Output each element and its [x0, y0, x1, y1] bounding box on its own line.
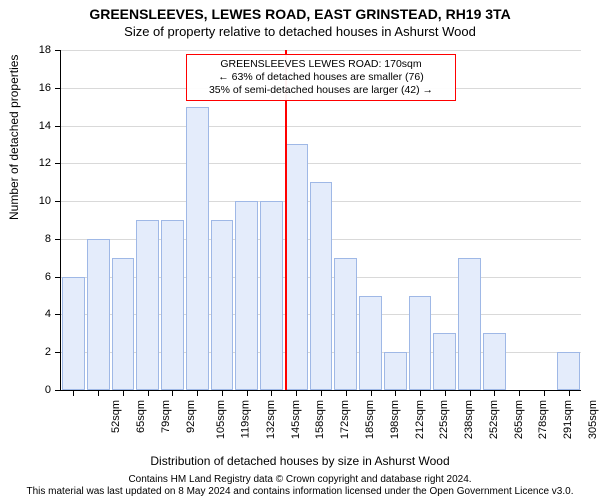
y-tick-label: 2 — [45, 346, 51, 358]
x-tick — [296, 390, 297, 396]
y-axis-title: Number of detached properties — [7, 55, 21, 220]
histogram-bar — [62, 277, 85, 390]
x-tick — [271, 390, 272, 396]
chart-footer: Contains HM Land Registry data © Crown c… — [0, 474, 600, 498]
histogram-bar — [384, 352, 407, 390]
histogram-bar — [458, 258, 481, 390]
footer-line-1: Contains HM Land Registry data © Crown c… — [0, 474, 600, 486]
histogram-bar — [260, 201, 283, 390]
x-tick — [123, 390, 124, 396]
y-tick-label: 14 — [39, 120, 51, 132]
chart-plot-area: 02468101214161852sqm65sqm79sqm92sqm105sq… — [60, 50, 581, 391]
x-tick — [247, 390, 248, 396]
x-tick-label: 278sqm — [537, 400, 549, 439]
x-tick — [371, 390, 372, 396]
y-tick-label: 12 — [39, 157, 51, 169]
x-tick — [197, 390, 198, 396]
histogram-bar — [409, 296, 432, 390]
x-tick-label: 132sqm — [265, 400, 277, 439]
x-tick-label: 52sqm — [110, 400, 122, 433]
x-tick-label: 225sqm — [438, 400, 450, 439]
x-tick-label: 238sqm — [463, 400, 475, 439]
x-tick — [470, 390, 471, 396]
histogram-bar — [136, 220, 159, 390]
x-tick-label: 92sqm — [185, 400, 197, 433]
histogram-bar — [211, 220, 234, 390]
x-tick-label: 65sqm — [135, 400, 147, 433]
y-tick — [55, 163, 61, 164]
histogram-bar — [334, 258, 357, 390]
x-tick-label: 158sqm — [315, 400, 327, 439]
annotation-line-3: 35% of semi-detached houses are larger (… — [193, 84, 449, 97]
histogram-bar — [433, 333, 456, 390]
x-tick — [222, 390, 223, 396]
x-tick — [346, 390, 347, 396]
y-tick — [55, 126, 61, 127]
x-tick — [172, 390, 173, 396]
x-tick-label: 105sqm — [216, 400, 228, 439]
y-tick — [55, 201, 61, 202]
x-tick-label: 172sqm — [339, 400, 351, 439]
histogram-bar — [186, 107, 209, 390]
x-tick — [544, 390, 545, 396]
x-tick — [148, 390, 149, 396]
chart-title-main: GREENSLEEVES, LEWES ROAD, EAST GRINSTEAD… — [0, 6, 600, 22]
y-tick — [55, 239, 61, 240]
y-tick-label: 18 — [39, 44, 51, 56]
y-tick — [55, 314, 61, 315]
y-tick-label: 0 — [45, 384, 51, 396]
gridline — [61, 126, 581, 127]
x-tick — [395, 390, 396, 396]
histogram-bar — [310, 182, 333, 390]
histogram-bar — [161, 220, 184, 390]
x-tick — [519, 390, 520, 396]
x-tick — [321, 390, 322, 396]
histogram-bar — [235, 201, 258, 390]
x-tick — [420, 390, 421, 396]
annotation-line-1: GREENSLEEVES LEWES ROAD: 170sqm — [193, 58, 449, 71]
marker-annotation-box: GREENSLEEVES LEWES ROAD: 170sqm ← 63% of… — [186, 54, 456, 101]
x-tick — [98, 390, 99, 396]
x-tick-label: 198sqm — [389, 400, 401, 439]
x-tick-label: 291sqm — [562, 400, 574, 439]
footer-line-2: This material was last updated on 8 May … — [0, 486, 600, 498]
histogram-bar — [285, 144, 308, 390]
x-tick-label: 252sqm — [488, 400, 500, 439]
annotation-line-2: ← 63% of detached houses are smaller (76… — [193, 71, 449, 84]
y-tick — [55, 88, 61, 89]
y-tick-label: 4 — [45, 308, 51, 320]
x-tick-label: 212sqm — [414, 400, 426, 439]
gridline — [61, 50, 581, 51]
y-tick-label: 10 — [39, 195, 51, 207]
y-tick-label: 16 — [39, 82, 51, 94]
x-tick-label: 185sqm — [364, 400, 376, 439]
histogram-bar — [112, 258, 135, 390]
y-tick — [55, 50, 61, 51]
y-tick-label: 6 — [45, 271, 51, 283]
x-tick — [494, 390, 495, 396]
histogram-bar — [483, 333, 506, 390]
chart-title-sub: Size of property relative to detached ho… — [0, 24, 600, 39]
histogram-bar — [87, 239, 110, 390]
gridline — [61, 163, 581, 164]
x-tick — [73, 390, 74, 396]
x-tick-label: 305sqm — [587, 400, 599, 439]
y-tick-label: 8 — [45, 233, 51, 245]
x-tick-label: 145sqm — [290, 400, 302, 439]
histogram-bar — [359, 296, 382, 390]
x-tick — [569, 390, 570, 396]
x-tick-label: 79sqm — [160, 400, 172, 433]
x-axis-title: Distribution of detached houses by size … — [0, 454, 600, 468]
y-tick — [55, 390, 61, 391]
x-tick-label: 265sqm — [513, 400, 525, 439]
y-tick — [55, 352, 61, 353]
x-tick-label: 119sqm — [240, 400, 252, 438]
histogram-bar — [557, 352, 580, 390]
x-tick — [445, 390, 446, 396]
y-tick — [55, 277, 61, 278]
